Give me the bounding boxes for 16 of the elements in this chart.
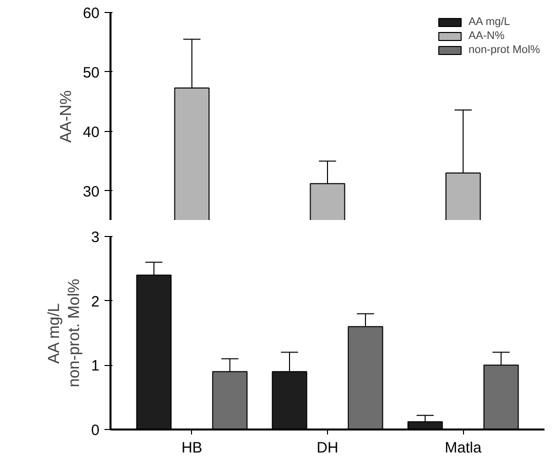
y-axis-title: AA-N% — [58, 90, 75, 143]
y-tick-label: 3 — [91, 229, 100, 246]
x-tick-label: DH — [316, 440, 338, 456]
legend-label: non-prot Mol% — [468, 44, 540, 56]
y-tick-label: 2 — [91, 293, 100, 310]
x-tick-label: HB — [181, 440, 202, 456]
y-tick-label: 60 — [82, 5, 100, 22]
legend-label: AA mg/L — [468, 16, 510, 28]
legend-label: AA-N% — [468, 30, 505, 42]
y-tick-label: 30 — [82, 183, 100, 200]
y-tick-label: 40 — [82, 124, 100, 141]
y-tick-label: 0 — [91, 422, 100, 439]
y-axis-title: AA mg/L non-prot. Mol% — [46, 278, 84, 388]
x-tick-label: Matla — [444, 440, 482, 456]
y-tick-label: 50 — [82, 64, 100, 82]
y-tick-label: 1 — [91, 358, 100, 375]
